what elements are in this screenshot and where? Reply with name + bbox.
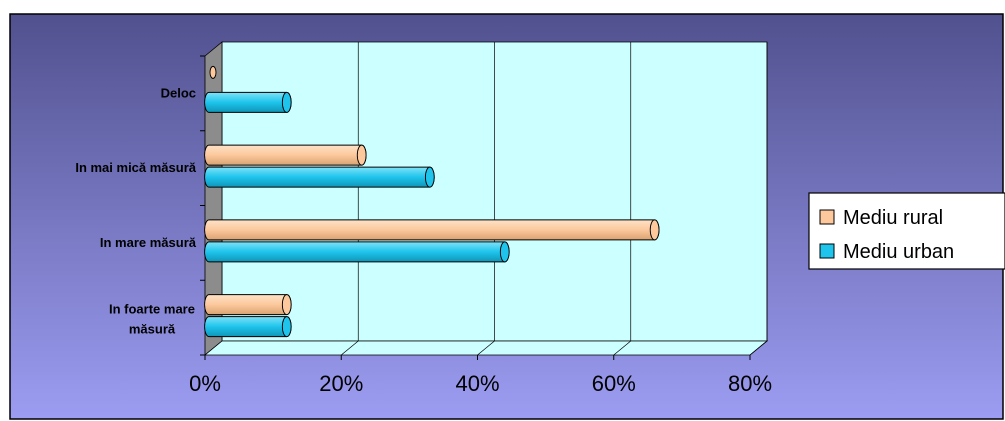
legend-label: Mediu rural xyxy=(843,207,943,229)
legend: Mediu rural Mediu urban xyxy=(808,192,1005,270)
bar-urban xyxy=(204,316,292,338)
grid-lines xyxy=(341,42,768,356)
category-label: In mai mică măsură xyxy=(75,160,196,175)
x-tick-label: 60% xyxy=(592,371,636,396)
grid-line-floor xyxy=(341,340,359,356)
bars xyxy=(204,65,660,338)
grid-line-floor xyxy=(477,340,495,356)
x-tick-label: 0% xyxy=(189,371,221,396)
legend-label: Mediu urban xyxy=(843,241,954,263)
category-label: In mare măsură xyxy=(100,235,197,250)
bar-urban xyxy=(204,241,510,263)
x-tick-label: 40% xyxy=(455,371,499,396)
category-label: In foarte mare măsură xyxy=(109,302,195,337)
x-axis-ticks: 0% 20% 40% 60% 80% xyxy=(189,355,772,396)
legend-swatch xyxy=(819,243,835,259)
bar-rural xyxy=(204,144,367,166)
bar-urban xyxy=(204,166,435,188)
grid-line-floor xyxy=(749,340,768,356)
bar-rural xyxy=(204,219,660,241)
bar-rural xyxy=(209,65,217,79)
bar-urban xyxy=(204,91,292,113)
x-tick-label: 20% xyxy=(319,371,363,396)
legend-box xyxy=(808,192,1005,270)
category-label: Deloc xyxy=(161,85,196,100)
y-axis-category-labels: In foarte mare măsură In mare măsură In mai… xyxy=(75,85,196,336)
legend-swatch xyxy=(819,209,835,225)
grid-line-floor xyxy=(613,340,631,356)
x-tick-label: 80% xyxy=(728,371,772,396)
y-axis-ticks xyxy=(200,55,205,356)
bar-rural xyxy=(204,294,292,316)
